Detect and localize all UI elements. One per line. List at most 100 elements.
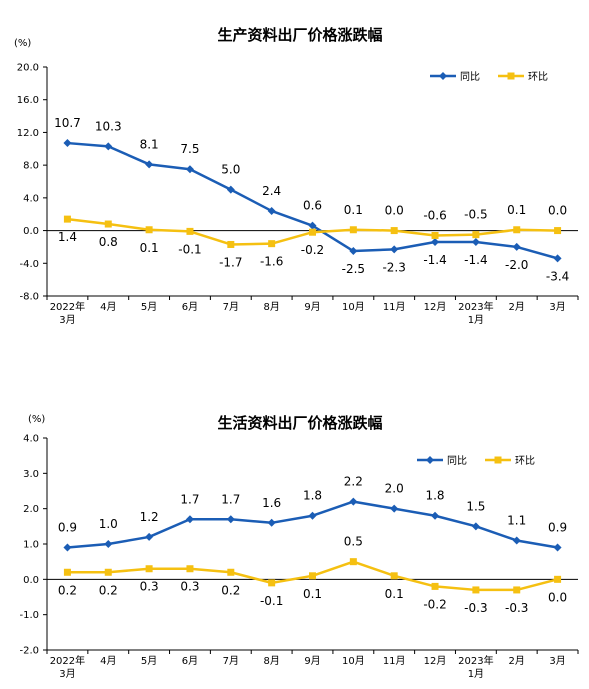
- data-label-mom: 0.3: [180, 580, 199, 594]
- data-label-yoy: 10.3: [95, 119, 122, 133]
- data-label-yoy: 0.6: [303, 199, 322, 213]
- data-label-yoy: 10.7: [54, 116, 81, 130]
- y-tick-label: 3.0: [23, 469, 39, 480]
- data-label-yoy: 1.7: [180, 492, 199, 506]
- data-point-mom: [472, 586, 480, 594]
- data-point-mom: [104, 568, 112, 576]
- x-tick-label-line: 6月: [182, 655, 198, 667]
- data-label-yoy: 5.0: [221, 163, 240, 177]
- data-point-mom: [309, 572, 316, 580]
- x-tick-label: 12月: [424, 301, 447, 313]
- x-tick-label-line: 1月: [468, 668, 484, 680]
- legend-label-yoy: 同比: [447, 455, 467, 467]
- x-tick-label-line: 5月: [141, 301, 157, 313]
- x-tick-label: 10月: [342, 655, 365, 667]
- data-label-yoy: -1.4: [464, 253, 487, 267]
- data-point-yoy: [267, 518, 276, 527]
- data-label-mom: -0.2: [301, 243, 324, 257]
- x-tick-label-line: 8月: [263, 655, 279, 667]
- data-label-yoy: 0.9: [548, 521, 567, 535]
- x-tick-label: 5月: [141, 301, 157, 313]
- data-point-yoy: [390, 245, 399, 254]
- y-tick-label: 20.0: [17, 63, 39, 74]
- data-label-mom: -0.2: [423, 597, 446, 611]
- data-point-mom: [268, 579, 276, 587]
- data-label-yoy: 2.0: [385, 482, 404, 496]
- data-label-mom: 0.1: [507, 203, 526, 217]
- data-label-mom: -0.1: [260, 594, 283, 608]
- data-point-yoy: [267, 206, 276, 215]
- data-label-mom: 0.2: [58, 583, 77, 597]
- x-tick-label: 12月: [424, 655, 447, 667]
- chart-consumer-goods: 生活资料出厂价格涨跌幅 (%) 4.0 3.0 2.0 1.0 0.0 -1.0 -2.0 202…: [0, 400, 589, 689]
- data-point-mom: [186, 565, 194, 573]
- data-point-yoy: [145, 160, 154, 169]
- x-tick-label: 8月: [263, 301, 279, 313]
- data-label-mom: -1.6: [260, 255, 283, 269]
- data-label-mom: 0.2: [221, 583, 240, 597]
- data-label-yoy: 2.4: [262, 184, 281, 198]
- y-unit-label: (%): [14, 38, 31, 49]
- x-tick-label-line: 2月: [509, 301, 525, 313]
- data-label-mom: 0.8: [99, 235, 118, 249]
- data-label-yoy: -2.0: [505, 258, 528, 272]
- x-tick-label: 7月: [223, 655, 239, 667]
- chart-title: 生产资料出厂价格涨跌幅: [217, 26, 382, 44]
- x-tick-label-line: 4月: [100, 301, 116, 313]
- data-point-yoy: [512, 242, 521, 251]
- data-label-mom: 0.0: [385, 204, 404, 218]
- x-tick-label-line: 7月: [223, 301, 239, 313]
- data-point-mom: [513, 226, 521, 234]
- data-label-yoy: 1.6: [262, 496, 281, 510]
- data-label-mom: -0.3: [505, 601, 528, 615]
- data-point-mom: [63, 568, 71, 576]
- data-label-mom: 0.0: [548, 590, 567, 604]
- data-point-yoy: [104, 142, 113, 151]
- data-label-yoy: -1.4: [423, 253, 446, 267]
- x-tick-label-line: 3月: [549, 655, 565, 667]
- data-point-mom: [513, 586, 521, 594]
- x-tick-label-line: 9月: [304, 301, 320, 313]
- x-tick-label: 9月: [304, 655, 320, 667]
- y-tick-label: -4.0: [19, 259, 39, 270]
- data-point-mom: [63, 215, 71, 223]
- data-point-mom: [309, 228, 316, 236]
- data-point-yoy: [226, 515, 235, 524]
- data-label-yoy: 1.8: [425, 489, 444, 503]
- x-tick-label-line: 2023年: [458, 300, 493, 313]
- legend-label-yoy: 同比: [460, 71, 480, 83]
- y-tick-label: 4.0: [23, 193, 39, 204]
- x-tick-label: 3月: [549, 655, 565, 667]
- y-tick-label: 12.0: [17, 128, 39, 139]
- x-tick-label: 8月: [263, 655, 279, 667]
- data-point-mom: [349, 226, 357, 234]
- y-tick-label: 16.0: [17, 95, 39, 106]
- data-label-yoy: 1.0: [99, 517, 118, 531]
- x-tick-label-line: 11月: [383, 655, 406, 667]
- legend-marker-yoy: [439, 72, 447, 80]
- data-point-mom: [268, 240, 276, 248]
- data-point-yoy: [553, 543, 562, 552]
- data-point-mom: [349, 558, 357, 566]
- legend-marker-mom: [494, 456, 502, 464]
- data-point-mom: [431, 231, 439, 239]
- x-tick-label: 2022年 3月: [50, 300, 85, 326]
- x-tick-label-line: 4月: [100, 655, 116, 667]
- data-point-mom: [431, 582, 439, 590]
- data-point-mom: [554, 227, 562, 235]
- x-tick-label-line: 9月: [304, 655, 320, 667]
- legend-label-mom: 环比: [515, 455, 535, 467]
- data-point-mom: [104, 220, 112, 228]
- data-label-yoy: 1.2: [140, 510, 159, 524]
- data-label-mom: 0.1: [303, 587, 322, 601]
- data-point-yoy: [145, 532, 154, 541]
- data-point-mom: [227, 240, 235, 248]
- x-tick-label: 6月: [182, 301, 198, 313]
- x-tick-label: 7月: [223, 301, 239, 313]
- data-label-yoy: 8.1: [140, 137, 159, 151]
- x-tick-label-line: 8月: [263, 301, 279, 313]
- data-point-mom: [145, 565, 153, 573]
- x-tick-label-line: 11月: [383, 301, 406, 313]
- x-tick-label: 10月: [342, 301, 365, 313]
- chart-producer-goods: 生产资料出厂价格涨跌幅 (%) 20.0 16.0 12.0 8.0 4.0 0.0 -4.0 -…: [14, 26, 579, 326]
